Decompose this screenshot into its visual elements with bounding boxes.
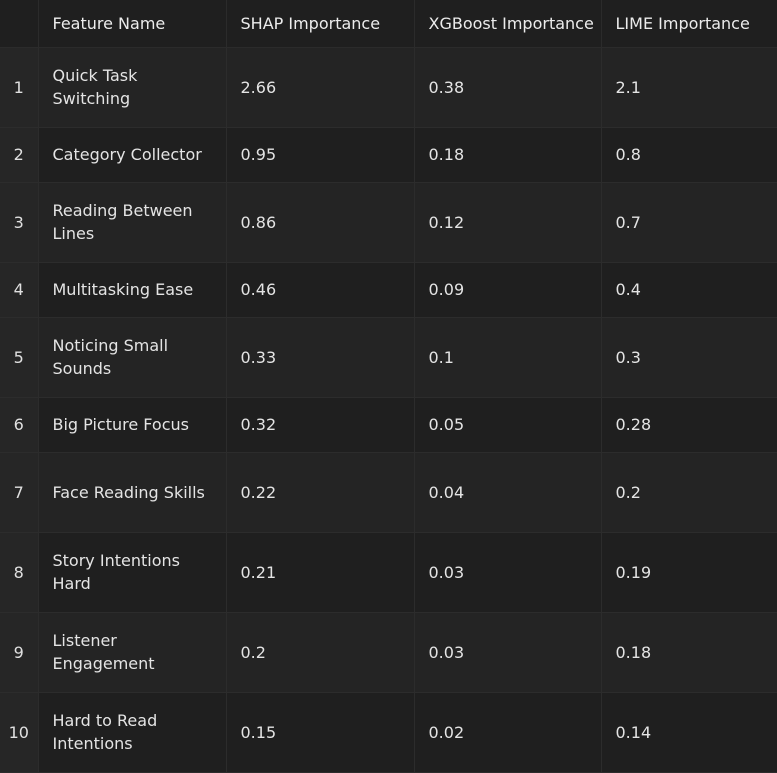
row-index: 2 — [0, 127, 39, 183]
xgboost-importance-cell: 0.12 — [414, 182, 602, 263]
xgboost-importance-cell: 0.05 — [414, 397, 602, 453]
header-row: Feature Name SHAP Importance XGBoost Imp… — [0, 0, 777, 48]
row-index: 4 — [0, 262, 39, 318]
shap-importance-column-header[interactable]: SHAP Importance — [226, 0, 415, 48]
table-row: 10 Hard to Read Intentions 0.15 0.02 0.1… — [0, 692, 777, 773]
lime-importance-cell: 0.2 — [601, 452, 777, 533]
xgboost-importance-cell: 0.38 — [414, 47, 602, 128]
shap-importance-cell: 0.22 — [226, 452, 415, 533]
feature-name-cell: Story Intentions Hard — [38, 532, 227, 613]
feature-name-cell: Noticing Small Sounds — [38, 317, 227, 398]
lime-importance-cell: 0.8 — [601, 127, 777, 183]
lime-importance-cell: 0.19 — [601, 532, 777, 613]
shap-importance-cell: 0.2 — [226, 612, 415, 693]
row-index: 7 — [0, 452, 39, 533]
feature-name-cell: Category Collector — [38, 127, 227, 183]
table-row: 9 Listener Engagement 0.2 0.03 0.18 — [0, 612, 777, 693]
shap-importance-cell: 0.33 — [226, 317, 415, 398]
lime-importance-cell: 2.1 — [601, 47, 777, 128]
feature-name-cell: Multitasking Ease — [38, 262, 227, 318]
table-row: 5 Noticing Small Sounds 0.33 0.1 0.3 — [0, 317, 777, 398]
feature-name-cell: Hard to Read Intentions — [38, 692, 227, 773]
xgboost-importance-cell: 0.09 — [414, 262, 602, 318]
xgboost-importance-cell: 0.03 — [414, 612, 602, 693]
xgboost-importance-cell: 0.1 — [414, 317, 602, 398]
table-row: 6 Big Picture Focus 0.32 0.05 0.28 — [0, 397, 777, 453]
table-row: 1 Quick Task Switching 2.66 0.38 2.1 — [0, 47, 777, 128]
row-index: 6 — [0, 397, 39, 453]
row-index: 8 — [0, 532, 39, 613]
table-row: 2 Category Collector 0.95 0.18 0.8 — [0, 127, 777, 183]
lime-importance-cell: 0.14 — [601, 692, 777, 773]
table-row: 4 Multitasking Ease 0.46 0.09 0.4 — [0, 262, 777, 318]
lime-importance-cell: 0.7 — [601, 182, 777, 263]
shap-importance-cell: 0.32 — [226, 397, 415, 453]
feature-name-cell: Big Picture Focus — [38, 397, 227, 453]
shap-importance-cell: 0.46 — [226, 262, 415, 318]
table-row: 7 Face Reading Skills 0.22 0.04 0.2 — [0, 452, 777, 533]
row-index: 10 — [0, 692, 39, 773]
lime-importance-column-header[interactable]: LIME Importance — [601, 0, 777, 48]
lime-importance-cell: 0.18 — [601, 612, 777, 693]
index-column-header[interactable] — [0, 0, 39, 48]
feature-name-cell: Listener Engagement — [38, 612, 227, 693]
xgboost-importance-cell: 0.04 — [414, 452, 602, 533]
shap-importance-cell: 0.21 — [226, 532, 415, 613]
row-index: 1 — [0, 47, 39, 128]
row-index: 3 — [0, 182, 39, 263]
feature-name-cell: Face Reading Skills — [38, 452, 227, 533]
feature-name-cell: Reading Between Lines — [38, 182, 227, 263]
row-index: 5 — [0, 317, 39, 398]
lime-importance-cell: 0.28 — [601, 397, 777, 453]
table-row: 3 Reading Between Lines 0.86 0.12 0.7 — [0, 182, 777, 263]
feature-name-column-header[interactable]: Feature Name — [38, 0, 227, 48]
xgboost-importance-cell: 0.03 — [414, 532, 602, 613]
feature-name-cell: Quick Task Switching — [38, 47, 227, 128]
shap-importance-cell: 0.95 — [226, 127, 415, 183]
table-row: 8 Story Intentions Hard 0.21 0.03 0.19 — [0, 532, 777, 613]
lime-importance-cell: 0.4 — [601, 262, 777, 318]
shap-importance-cell: 2.66 — [226, 47, 415, 128]
shap-importance-cell: 0.86 — [226, 182, 415, 263]
shap-importance-cell: 0.15 — [226, 692, 415, 773]
xgboost-importance-cell: 0.18 — [414, 127, 602, 183]
lime-importance-cell: 0.3 — [601, 317, 777, 398]
row-index: 9 — [0, 612, 39, 693]
xgboost-importance-column-header[interactable]: XGBoost Importance — [414, 0, 602, 48]
xgboost-importance-cell: 0.02 — [414, 692, 602, 773]
table-body: 1 Quick Task Switching 2.66 0.38 2.1 2 C… — [0, 47, 777, 773]
table-header: Feature Name SHAP Importance XGBoost Imp… — [0, 0, 777, 48]
